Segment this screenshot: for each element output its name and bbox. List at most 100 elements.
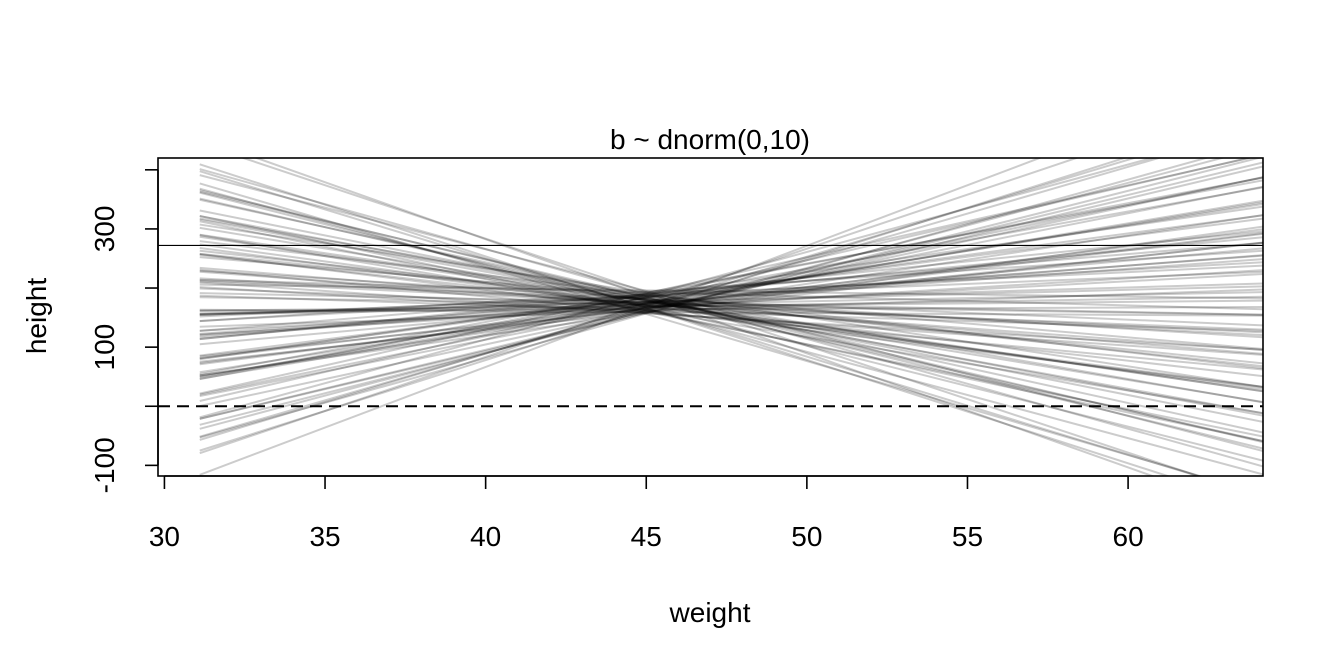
prior-line-31 bbox=[199, 158, 1128, 452]
prior-line-98 bbox=[199, 269, 1263, 336]
prior-line-16 bbox=[199, 261, 1263, 322]
prior-line-52 bbox=[199, 158, 1138, 441]
prior-line-67 bbox=[199, 241, 1263, 332]
prior-line-2 bbox=[199, 254, 1263, 339]
x-tick-label: 35 bbox=[309, 521, 340, 552]
prior-lines-layer bbox=[199, 158, 1263, 476]
prior-line-43 bbox=[199, 226, 1263, 404]
prior-line-80 bbox=[199, 158, 1080, 455]
prior-line-49 bbox=[199, 292, 1263, 316]
prior-line-28 bbox=[199, 278, 1263, 311]
prior-line-65 bbox=[199, 217, 1263, 357]
prior-line-94 bbox=[199, 158, 1156, 419]
x-tick-label: 45 bbox=[631, 521, 662, 552]
prior-line-35 bbox=[199, 288, 1263, 328]
prior-line-10 bbox=[199, 186, 1263, 379]
prior-line-14 bbox=[199, 158, 1163, 438]
prior-line-36 bbox=[199, 176, 1263, 381]
prior-line-51 bbox=[199, 198, 1263, 434]
prior-line-48 bbox=[199, 158, 1254, 395]
prior-line-1 bbox=[199, 252, 1263, 365]
prior-line-82 bbox=[199, 236, 1263, 341]
prior-line-87 bbox=[240, 158, 1202, 476]
prior-line-92 bbox=[199, 254, 1263, 335]
prior-line-44 bbox=[199, 295, 1263, 316]
prior-line-39 bbox=[199, 214, 1263, 360]
prior-line-40 bbox=[199, 253, 1263, 378]
prior-line-13 bbox=[199, 283, 1263, 300]
prior-line-63 bbox=[199, 258, 1263, 337]
prior-line-37 bbox=[199, 280, 1263, 334]
prior-line-21 bbox=[199, 230, 1263, 341]
prior-line-3 bbox=[199, 215, 1263, 442]
y-axis-label: height bbox=[21, 278, 52, 355]
prior-line-25 bbox=[199, 270, 1263, 316]
prior-line-99 bbox=[199, 168, 1263, 468]
prior-line-12 bbox=[199, 241, 1263, 363]
y-tick-label: 100 bbox=[89, 324, 120, 371]
x-tick-label: 55 bbox=[952, 521, 983, 552]
prior-line-90 bbox=[199, 158, 1253, 402]
prior-line-69 bbox=[199, 161, 1263, 420]
prior-line-55 bbox=[199, 235, 1263, 393]
prior-line-6 bbox=[199, 165, 1263, 420]
prior-line-76 bbox=[199, 158, 1210, 439]
y-axis: -100 100 300 bbox=[89, 169, 159, 493]
prior-line-60 bbox=[199, 249, 1263, 368]
x-tick-label: 50 bbox=[791, 521, 822, 552]
prior-line-22 bbox=[199, 286, 1263, 351]
prior-line-68 bbox=[199, 277, 1263, 337]
prior-line-100 bbox=[199, 232, 1263, 364]
prior-line-5 bbox=[199, 287, 1263, 331]
prior-line-95 bbox=[199, 220, 1263, 438]
x-axis-label: weight bbox=[669, 597, 751, 628]
prior-line-91 bbox=[199, 234, 1263, 415]
prior-line-11 bbox=[199, 270, 1263, 351]
prior-line-85 bbox=[199, 269, 1263, 339]
prior-line-42 bbox=[199, 158, 1226, 430]
prior-line-83 bbox=[199, 191, 1263, 462]
prior-line-62 bbox=[199, 217, 1263, 404]
prior-line-29 bbox=[199, 247, 1263, 346]
prior-line-47 bbox=[199, 268, 1263, 371]
prior-line-97 bbox=[199, 279, 1263, 327]
prior-line-73 bbox=[199, 306, 1263, 312]
prior-line-7 bbox=[199, 223, 1263, 388]
prior-line-24 bbox=[199, 163, 1171, 476]
prior-line-96 bbox=[199, 201, 1263, 378]
prior-line-38 bbox=[199, 182, 1204, 476]
prior-line-34 bbox=[199, 197, 1263, 443]
prior-line-78 bbox=[199, 273, 1263, 332]
prior-line-64 bbox=[199, 308, 1263, 317]
prior-line-33 bbox=[199, 228, 1263, 366]
prior-line-9 bbox=[199, 187, 1263, 476]
prior-line-45 bbox=[253, 158, 1156, 476]
prior-line-32 bbox=[199, 256, 1263, 351]
prior-line-59 bbox=[199, 176, 1263, 408]
prior-line-4 bbox=[199, 205, 1263, 361]
y-tick-label: -100 bbox=[89, 437, 120, 493]
prior-line-23 bbox=[199, 203, 1263, 374]
prior-line-79 bbox=[199, 240, 1263, 370]
prior-line-41 bbox=[199, 249, 1263, 323]
prior-line-86 bbox=[199, 225, 1263, 377]
chart-title: b ~ dnorm(0,10) bbox=[610, 124, 810, 155]
prior-line-74 bbox=[199, 179, 1263, 376]
prior-line-8 bbox=[199, 285, 1263, 315]
x-tick-label: 60 bbox=[1113, 521, 1144, 552]
x-tick-label: 40 bbox=[470, 521, 501, 552]
prior-line-72 bbox=[199, 190, 1263, 444]
y-tick-label: 300 bbox=[89, 206, 120, 253]
prior-line-50 bbox=[199, 241, 1263, 358]
prior-line-81 bbox=[199, 294, 1263, 332]
reference-lines-layer bbox=[158, 244, 1263, 408]
prior-line-89 bbox=[199, 247, 1263, 388]
prior-line-93 bbox=[199, 296, 1263, 316]
prior-line-26 bbox=[199, 243, 1263, 391]
prior-line-19 bbox=[199, 189, 1263, 450]
prior-line-88 bbox=[199, 282, 1263, 316]
prior-line-27 bbox=[199, 158, 1263, 426]
prior-line-71 bbox=[199, 232, 1263, 360]
prior-line-46 bbox=[199, 199, 1263, 380]
